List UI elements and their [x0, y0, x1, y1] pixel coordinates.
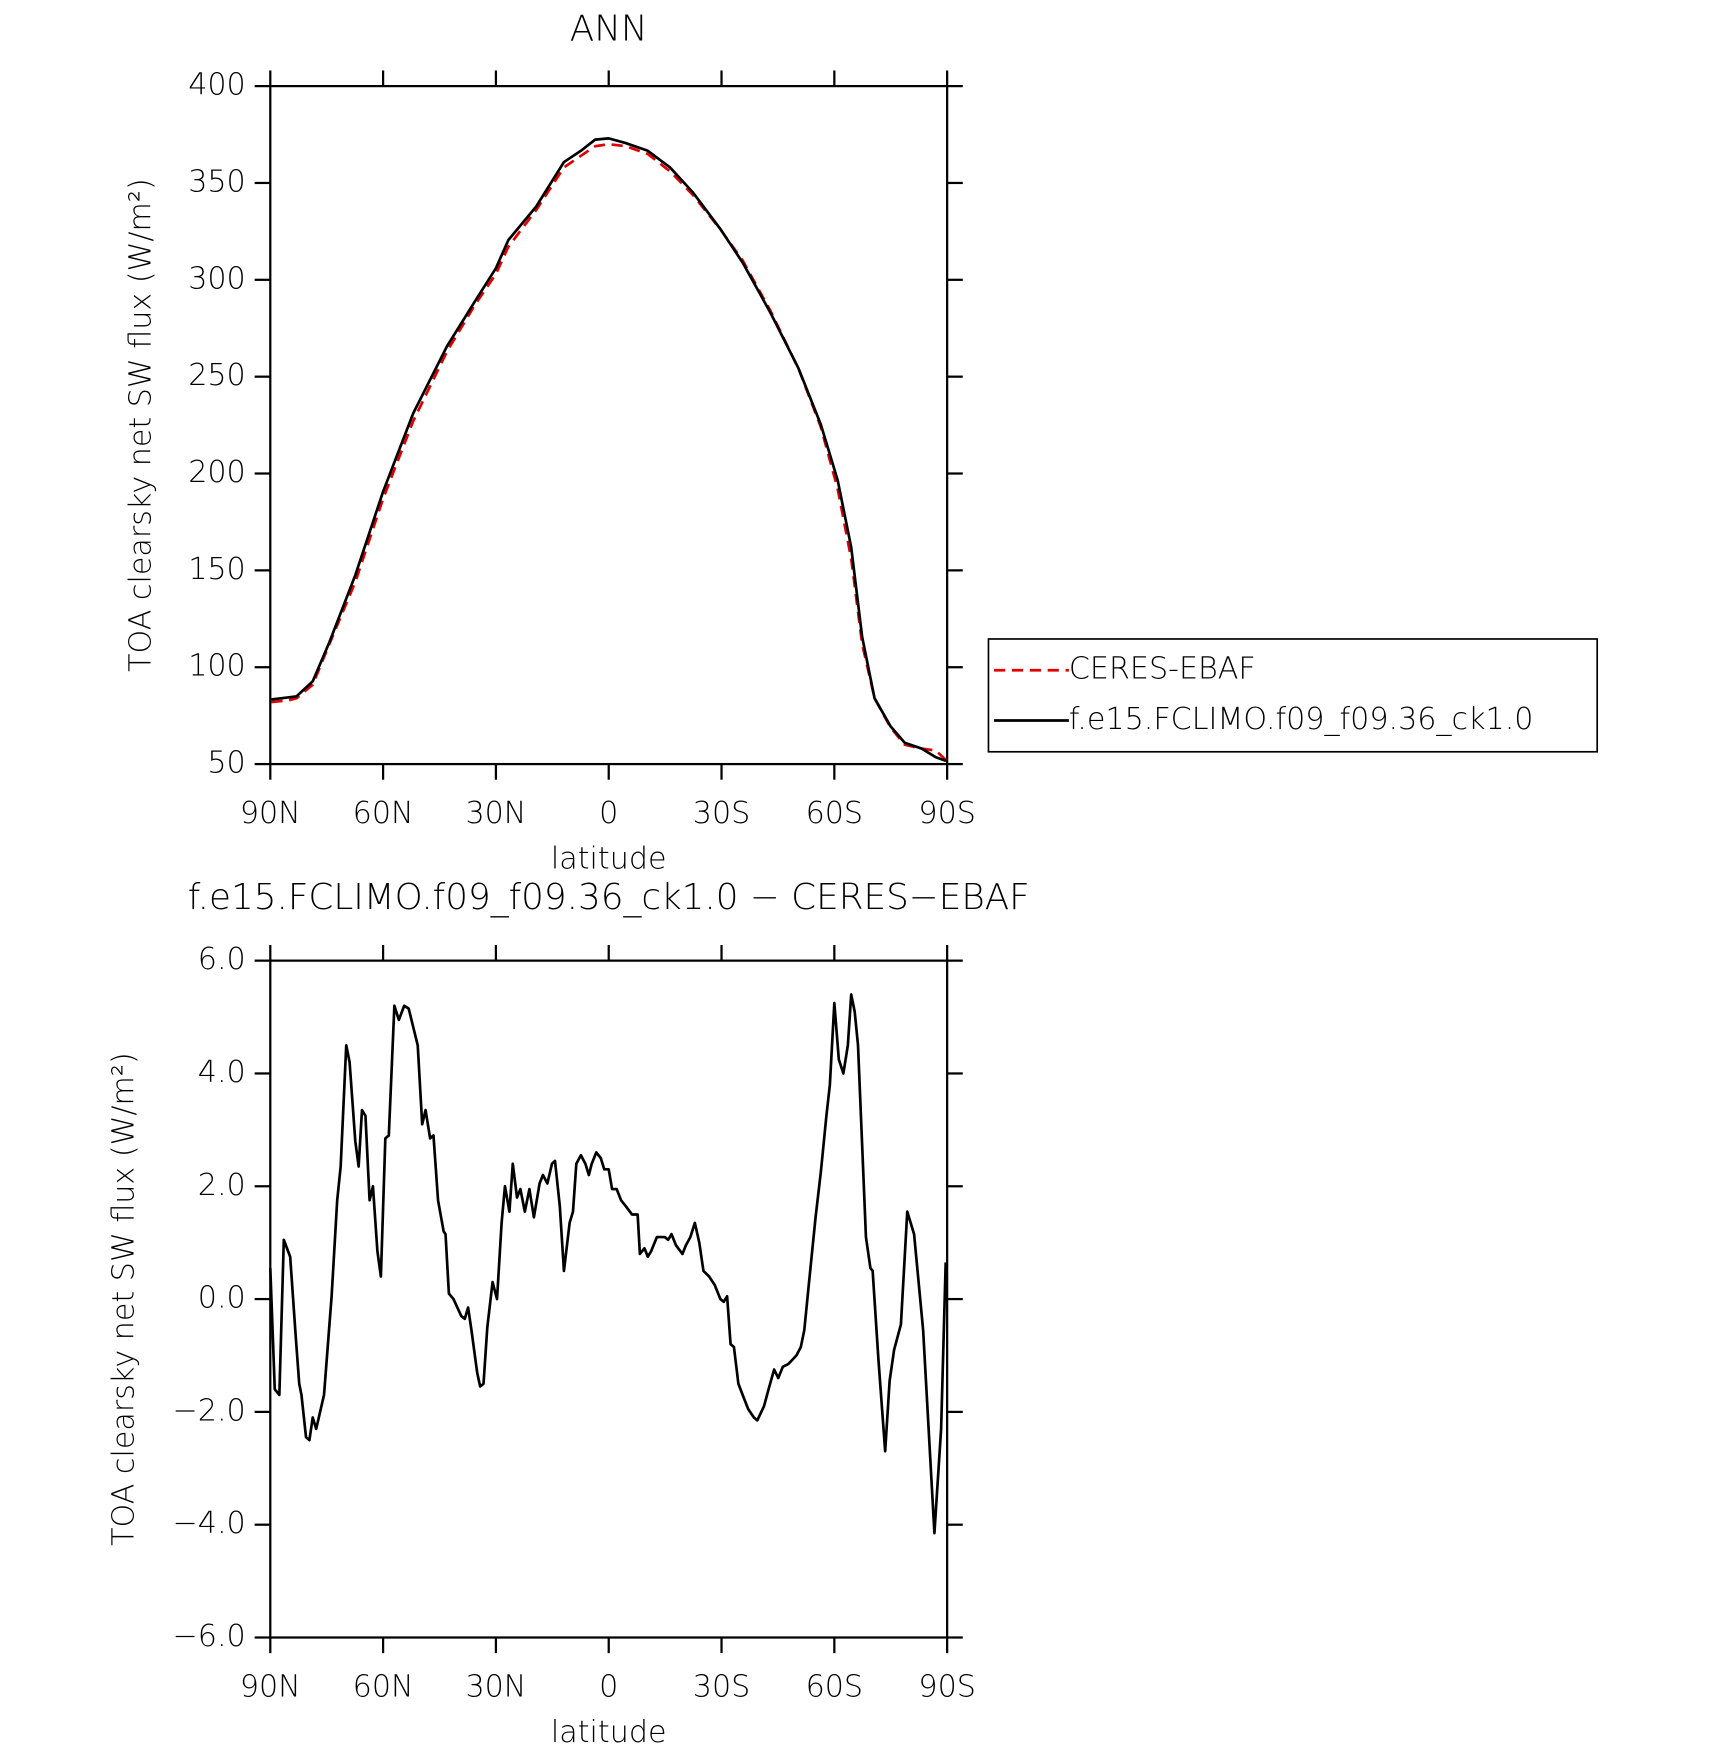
x-tick-label: 30S [693, 1669, 751, 1704]
x-tick-label: 0 [599, 796, 618, 831]
data-line [271, 137, 947, 763]
x-tick-label: 60S [806, 796, 864, 831]
y-tick-label: 0.0 [198, 1281, 246, 1316]
plot-frame [269, 84, 949, 766]
chart-title: f.e15.FCLIMO.f09_f09.36_ck1.0 − CERES−EB… [188, 877, 1030, 918]
x-tick-label: 60S [806, 1669, 864, 1704]
x-axis-label: latitude [551, 1715, 667, 1750]
y-tick-label: 2.0 [198, 1168, 246, 1203]
x-tick-label: 60N [353, 796, 414, 831]
x-tick-label: 90N [240, 1669, 301, 1704]
data-line [271, 142, 947, 762]
chart-title: ANN [570, 8, 648, 49]
y-tick-label: 400 [188, 68, 246, 103]
data-line [268, 993, 948, 1535]
x-tick-label: 90N [240, 796, 301, 831]
y-tick-label: −6.0 [173, 1619, 246, 1654]
x-tick-label: 60N [353, 1669, 414, 1704]
y-tick-label: −2.0 [173, 1393, 246, 1428]
y-tick-label: 150 [188, 552, 246, 587]
legend-label: f.e15.FCLIMO.f09_f09.36_ck1.0 [1069, 702, 1534, 737]
legend-box [987, 638, 1599, 753]
y-tick-label: 250 [188, 358, 246, 393]
y-tick-label: 6.0 [198, 942, 246, 977]
y-tick-label: 350 [188, 164, 246, 199]
y-axis-label: TOA clearsky net SW flux (W/m²) [107, 1052, 142, 1546]
y-tick-label: 300 [188, 261, 246, 296]
x-tick-label: 30N [465, 796, 526, 831]
y-axis-label: TOA clearsky net SW flux (W/m²) [123, 178, 158, 672]
x-tick-label: 90S [918, 1669, 976, 1704]
y-tick-label: 100 [188, 649, 246, 684]
x-tick-label: 90S [918, 796, 976, 831]
y-tick-label: −4.0 [173, 1506, 246, 1541]
legend-label: CERES-EBAF [1069, 652, 1256, 687]
x-tick-label: 30N [465, 1669, 526, 1704]
y-tick-label: 4.0 [198, 1055, 246, 1090]
y-tick-label: 50 [207, 746, 245, 781]
x-axis-label: latitude [551, 842, 667, 877]
x-tick-label: 30S [693, 796, 751, 831]
y-tick-label: 200 [188, 455, 246, 490]
x-tick-label: 0 [599, 1669, 618, 1704]
